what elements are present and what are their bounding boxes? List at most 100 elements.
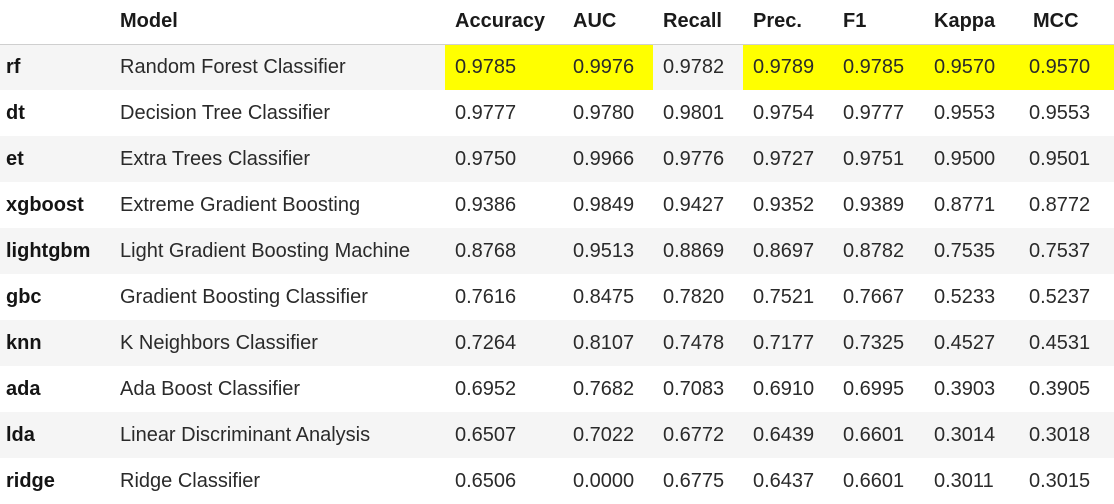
cell-recall: 0.6775	[663, 469, 725, 492]
cell-model: Random Forest Classifier	[120, 55, 346, 78]
cell-model: Linear Discriminant Analysis	[120, 423, 371, 446]
cell-accuracy: 0.9777	[455, 101, 517, 124]
cell-prec: 0.8697	[753, 239, 815, 262]
cell-kappa-highlighted: 0.9570	[924, 44, 1023, 90]
cell-prec: 0.9727	[753, 147, 815, 170]
cell-kappa: 0.9553	[934, 101, 996, 124]
row-index: lightgbm	[6, 239, 91, 262]
cell-model: Gradient Boosting Classifier	[120, 285, 368, 308]
cell-recall: 0.9782	[663, 55, 725, 78]
table-row: lda Linear Discriminant Analysis 0.6507 …	[0, 412, 1114, 458]
row-index: ada	[6, 377, 41, 400]
cell-mcc: 0.3905	[1029, 377, 1091, 400]
cell-accuracy: 0.9386	[455, 193, 517, 216]
cell-model: Ada Boost Classifier	[120, 377, 301, 400]
row-index: lda	[6, 423, 35, 446]
cell-prec: 0.7177	[753, 331, 815, 354]
header-row: Model Accuracy AUC Recall Prec. F1 Kappa…	[0, 0, 1114, 45]
cell-prec: 0.6439	[753, 423, 815, 446]
cell-accuracy-highlighted: 0.9785	[445, 44, 563, 90]
cell-prec: 0.9352	[753, 193, 815, 216]
cell-recall: 0.7478	[663, 331, 725, 354]
cell-mcc: 0.8772	[1029, 193, 1091, 216]
row-index: rf	[6, 55, 21, 78]
header-index	[0, 0, 110, 45]
row-index: et	[6, 147, 24, 170]
cell-recall: 0.9776	[663, 147, 725, 170]
table-header: Model Accuracy AUC Recall Prec. F1 Kappa…	[0, 0, 1114, 45]
cell-f1: 0.9751	[843, 147, 905, 170]
cell-f1: 0.9777	[843, 101, 905, 124]
table-row: dt Decision Tree Classifier 0.9777 0.978…	[0, 90, 1114, 136]
cell-kappa: 0.3014	[934, 423, 996, 446]
table-row: lightgbm Light Gradient Boosting Machine…	[0, 228, 1114, 274]
cell-accuracy: 0.7616	[455, 285, 517, 308]
header-accuracy: Accuracy	[445, 0, 563, 45]
cell-model: Extreme Gradient Boosting	[120, 193, 361, 216]
cell-accuracy: 0.6507	[455, 423, 517, 446]
cell-auc: 0.9966	[573, 147, 635, 170]
header-auc: AUC	[563, 0, 653, 45]
cell-f1-highlighted: 0.9785	[833, 44, 924, 90]
row-index: ridge	[6, 469, 55, 492]
cell-auc: 0.7682	[573, 377, 635, 400]
cell-auc: 0.8107	[573, 331, 635, 354]
table-row: rf Random Forest Classifier 0.9785 0.997…	[0, 44, 1114, 90]
cell-f1: 0.9389	[843, 193, 905, 216]
header-model: Model	[110, 0, 445, 45]
cell-auc-highlighted: 0.9976	[563, 44, 653, 90]
cell-auc: 0.9513	[573, 239, 635, 262]
header-recall: Recall	[653, 0, 743, 45]
cell-accuracy: 0.8768	[455, 239, 517, 262]
cell-accuracy: 0.7264	[455, 331, 517, 354]
header-prec: Prec.	[743, 0, 833, 45]
row-index: dt	[6, 101, 25, 124]
cell-f1: 0.6601	[843, 469, 905, 492]
cell-auc: 0.0000	[573, 469, 635, 492]
cell-model: Extra Trees Classifier	[120, 147, 311, 170]
table-row: knn K Neighbors Classifier 0.7264 0.8107…	[0, 320, 1114, 366]
cell-kappa: 0.3011	[934, 469, 994, 492]
cell-prec: 0.6437	[753, 469, 815, 492]
cell-kappa: 0.9500	[934, 147, 996, 170]
cell-mcc: 0.3015	[1029, 469, 1091, 492]
cell-f1: 0.6601	[843, 423, 905, 446]
cell-recall: 0.7820	[663, 285, 725, 308]
cell-mcc: 0.5237	[1029, 285, 1091, 308]
cell-recall: 0.8869	[663, 239, 725, 262]
cell-kappa: 0.4527	[934, 331, 996, 354]
header-mcc: MCC	[1023, 0, 1114, 45]
row-index: xgboost	[6, 193, 84, 216]
cell-f1: 0.7667	[843, 285, 905, 308]
cell-kappa: 0.5233	[934, 285, 996, 308]
cell-f1: 0.6995	[843, 377, 905, 400]
header-kappa: Kappa	[924, 0, 1023, 45]
cell-mcc: 0.9501	[1029, 147, 1091, 170]
cell-recall: 0.6772	[663, 423, 725, 446]
table-row: ada Ada Boost Classifier 0.6952 0.7682 0…	[0, 366, 1114, 412]
cell-prec: 0.7521	[753, 285, 815, 308]
cell-recall: 0.9801	[663, 101, 725, 124]
header-f1: F1	[833, 0, 924, 45]
cell-mcc: 0.7537	[1029, 239, 1091, 262]
cell-f1: 0.8782	[843, 239, 905, 262]
cell-recall: 0.9427	[663, 193, 725, 216]
table-body: rf Random Forest Classifier 0.9785 0.997…	[0, 44, 1114, 504]
cell-model: Decision Tree Classifier	[120, 101, 331, 124]
cell-prec-highlighted: 0.9789	[743, 44, 833, 90]
cell-accuracy: 0.9750	[455, 147, 517, 170]
cell-mcc: 0.3018	[1029, 423, 1091, 446]
row-index: gbc	[6, 285, 42, 308]
cell-model: Light Gradient Boosting Machine	[120, 239, 411, 262]
cell-mcc: 0.4531	[1029, 331, 1091, 354]
cell-auc: 0.8475	[573, 285, 635, 308]
table-row: ridge Ridge Classifier 0.6506 0.0000 0.6…	[0, 458, 1114, 504]
table-row: gbc Gradient Boosting Classifier 0.7616 …	[0, 274, 1114, 320]
cell-prec: 0.9754	[753, 101, 815, 124]
cell-mcc: 0.9553	[1029, 101, 1091, 124]
cell-kappa: 0.3903	[934, 377, 996, 400]
table-row: xgboost Extreme Gradient Boosting 0.9386…	[0, 182, 1114, 228]
cell-recall: 0.7083	[663, 377, 725, 400]
cell-auc: 0.7022	[573, 423, 635, 446]
